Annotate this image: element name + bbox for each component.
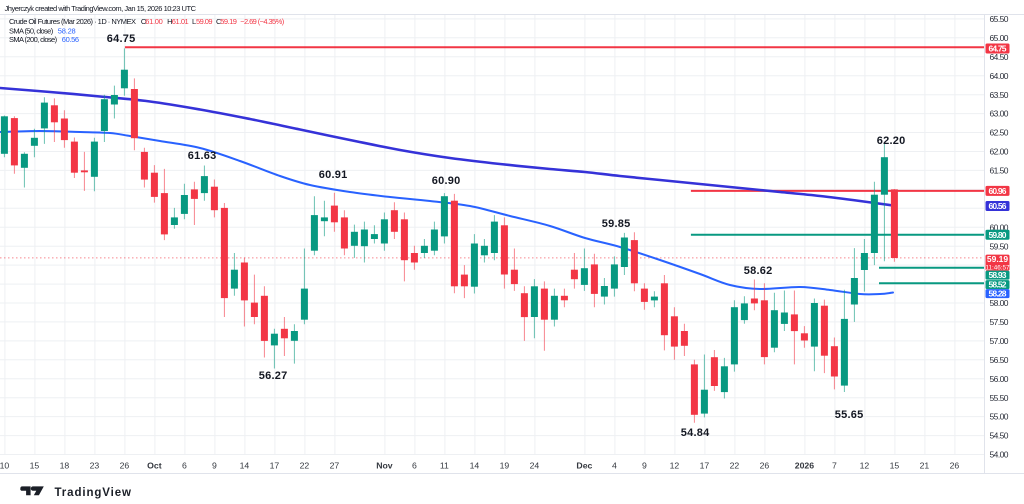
svg-text:6: 6 — [412, 461, 417, 471]
svg-text:59.80: 59.80 — [989, 230, 1007, 240]
svg-text:17: 17 — [270, 461, 280, 471]
svg-text:58.52: 58.52 — [989, 280, 1007, 290]
svg-text:64.00: 64.00 — [990, 71, 1009, 81]
svg-text:14: 14 — [240, 461, 250, 471]
svg-text:L: L — [192, 17, 196, 26]
svg-text:10: 10 — [0, 461, 9, 471]
svg-text:9: 9 — [212, 461, 217, 471]
svg-text:26: 26 — [120, 461, 130, 471]
svg-text:58.93: 58.93 — [989, 270, 1007, 280]
svg-text:58.62: 58.62 — [744, 265, 773, 277]
svg-text:6: 6 — [182, 461, 187, 471]
svg-text:60.56: 60.56 — [62, 35, 79, 44]
svg-text:27: 27 — [330, 461, 340, 471]
svg-text:61.50: 61.50 — [990, 166, 1009, 176]
svg-text:14: 14 — [470, 461, 480, 471]
svg-text:59.85: 59.85 — [602, 218, 631, 230]
svg-text:60.91: 60.91 — [319, 169, 348, 181]
svg-text:SMA (50, close): SMA (50, close) — [9, 27, 54, 36]
svg-text:59.19: 59.19 — [987, 254, 1009, 264]
svg-text:60.56: 60.56 — [989, 201, 1007, 211]
svg-text:26: 26 — [760, 461, 770, 471]
svg-text:58.00: 58.00 — [990, 298, 1009, 308]
svg-text:63.50: 63.50 — [990, 90, 1009, 100]
svg-text:11: 11 — [440, 461, 449, 471]
svg-text:57.50: 57.50 — [990, 317, 1009, 327]
svg-text:SMA (200, close): SMA (200, close) — [9, 35, 58, 44]
svg-text:H: H — [167, 17, 172, 26]
svg-text:9: 9 — [642, 461, 647, 471]
svg-text:64.50: 64.50 — [990, 52, 1009, 62]
svg-text:62.00: 62.00 — [990, 147, 1009, 157]
svg-text:Oct: Oct — [147, 461, 162, 471]
svg-text:Crude Oil Futures (Mar 2026) ·: Crude Oil Futures (Mar 2026) · 1D · NYME… — [9, 17, 136, 26]
svg-text:64.75: 64.75 — [107, 33, 136, 45]
svg-text:C: C — [216, 17, 222, 26]
svg-text:58.28: 58.28 — [58, 27, 76, 36]
svg-text:54.50: 54.50 — [990, 431, 1009, 441]
svg-text:59.09: 59.09 — [196, 17, 213, 26]
svg-text:54.84: 54.84 — [681, 427, 710, 439]
svg-text:15: 15 — [30, 461, 40, 471]
svg-text:22: 22 — [300, 461, 310, 471]
svg-text:57.00: 57.00 — [990, 336, 1009, 346]
svg-text:19: 19 — [500, 461, 510, 471]
svg-text:55.65: 55.65 — [835, 409, 864, 421]
svg-text:17: 17 — [700, 461, 710, 471]
svg-text:2026: 2026 — [795, 461, 814, 471]
svg-text:56.50: 56.50 — [990, 355, 1009, 365]
svg-text:61.01: 61.01 — [172, 17, 189, 26]
svg-text:TradingView: TradingView — [55, 487, 132, 499]
svg-text:24: 24 — [530, 461, 540, 471]
svg-text:18: 18 — [60, 461, 70, 471]
svg-text:64.75: 64.75 — [989, 44, 1007, 54]
svg-text:54.00: 54.00 — [990, 450, 1009, 460]
svg-text:60.90: 60.90 — [432, 175, 461, 187]
svg-text:15: 15 — [890, 461, 900, 471]
svg-text:65.00: 65.00 — [990, 33, 1009, 43]
svg-text:60.96: 60.96 — [989, 186, 1007, 196]
svg-text:60.00: 60.00 — [990, 222, 1009, 232]
svg-text:Nov: Nov — [376, 461, 393, 471]
svg-text:63.00: 63.00 — [990, 109, 1009, 119]
svg-text:11:46:57: 11:46:57 — [985, 264, 1010, 271]
svg-text:12: 12 — [670, 461, 680, 471]
svg-text:62.20: 62.20 — [877, 135, 906, 147]
svg-text:Dec: Dec — [576, 461, 592, 471]
svg-text:55.50: 55.50 — [990, 393, 1009, 403]
svg-text:61.00: 61.00 — [145, 17, 163, 26]
svg-text:26: 26 — [950, 461, 960, 471]
svg-text:56.00: 56.00 — [990, 374, 1009, 384]
svg-text:−2.69 (−4.35%): −2.69 (−4.35%) — [240, 17, 285, 26]
svg-text:Jhyerczyk created with Trading: Jhyerczyk created with TradingView.com, … — [5, 4, 197, 13]
svg-text:23: 23 — [90, 461, 100, 471]
svg-text:4: 4 — [612, 461, 617, 471]
svg-text:59.19: 59.19 — [220, 17, 237, 26]
svg-text:65.50: 65.50 — [990, 14, 1009, 24]
svg-text:62.50: 62.50 — [990, 128, 1009, 138]
svg-text:22: 22 — [730, 461, 740, 471]
svg-text:12: 12 — [860, 461, 870, 471]
svg-text:55.00: 55.00 — [990, 412, 1009, 422]
svg-text:61.63: 61.63 — [188, 150, 217, 162]
svg-text:59.50: 59.50 — [990, 241, 1009, 251]
svg-text:56.27: 56.27 — [259, 370, 288, 382]
svg-text:O: O — [141, 17, 147, 26]
svg-text:21: 21 — [920, 461, 930, 471]
svg-text:7: 7 — [832, 461, 837, 471]
svg-text:58.28: 58.28 — [989, 289, 1007, 299]
